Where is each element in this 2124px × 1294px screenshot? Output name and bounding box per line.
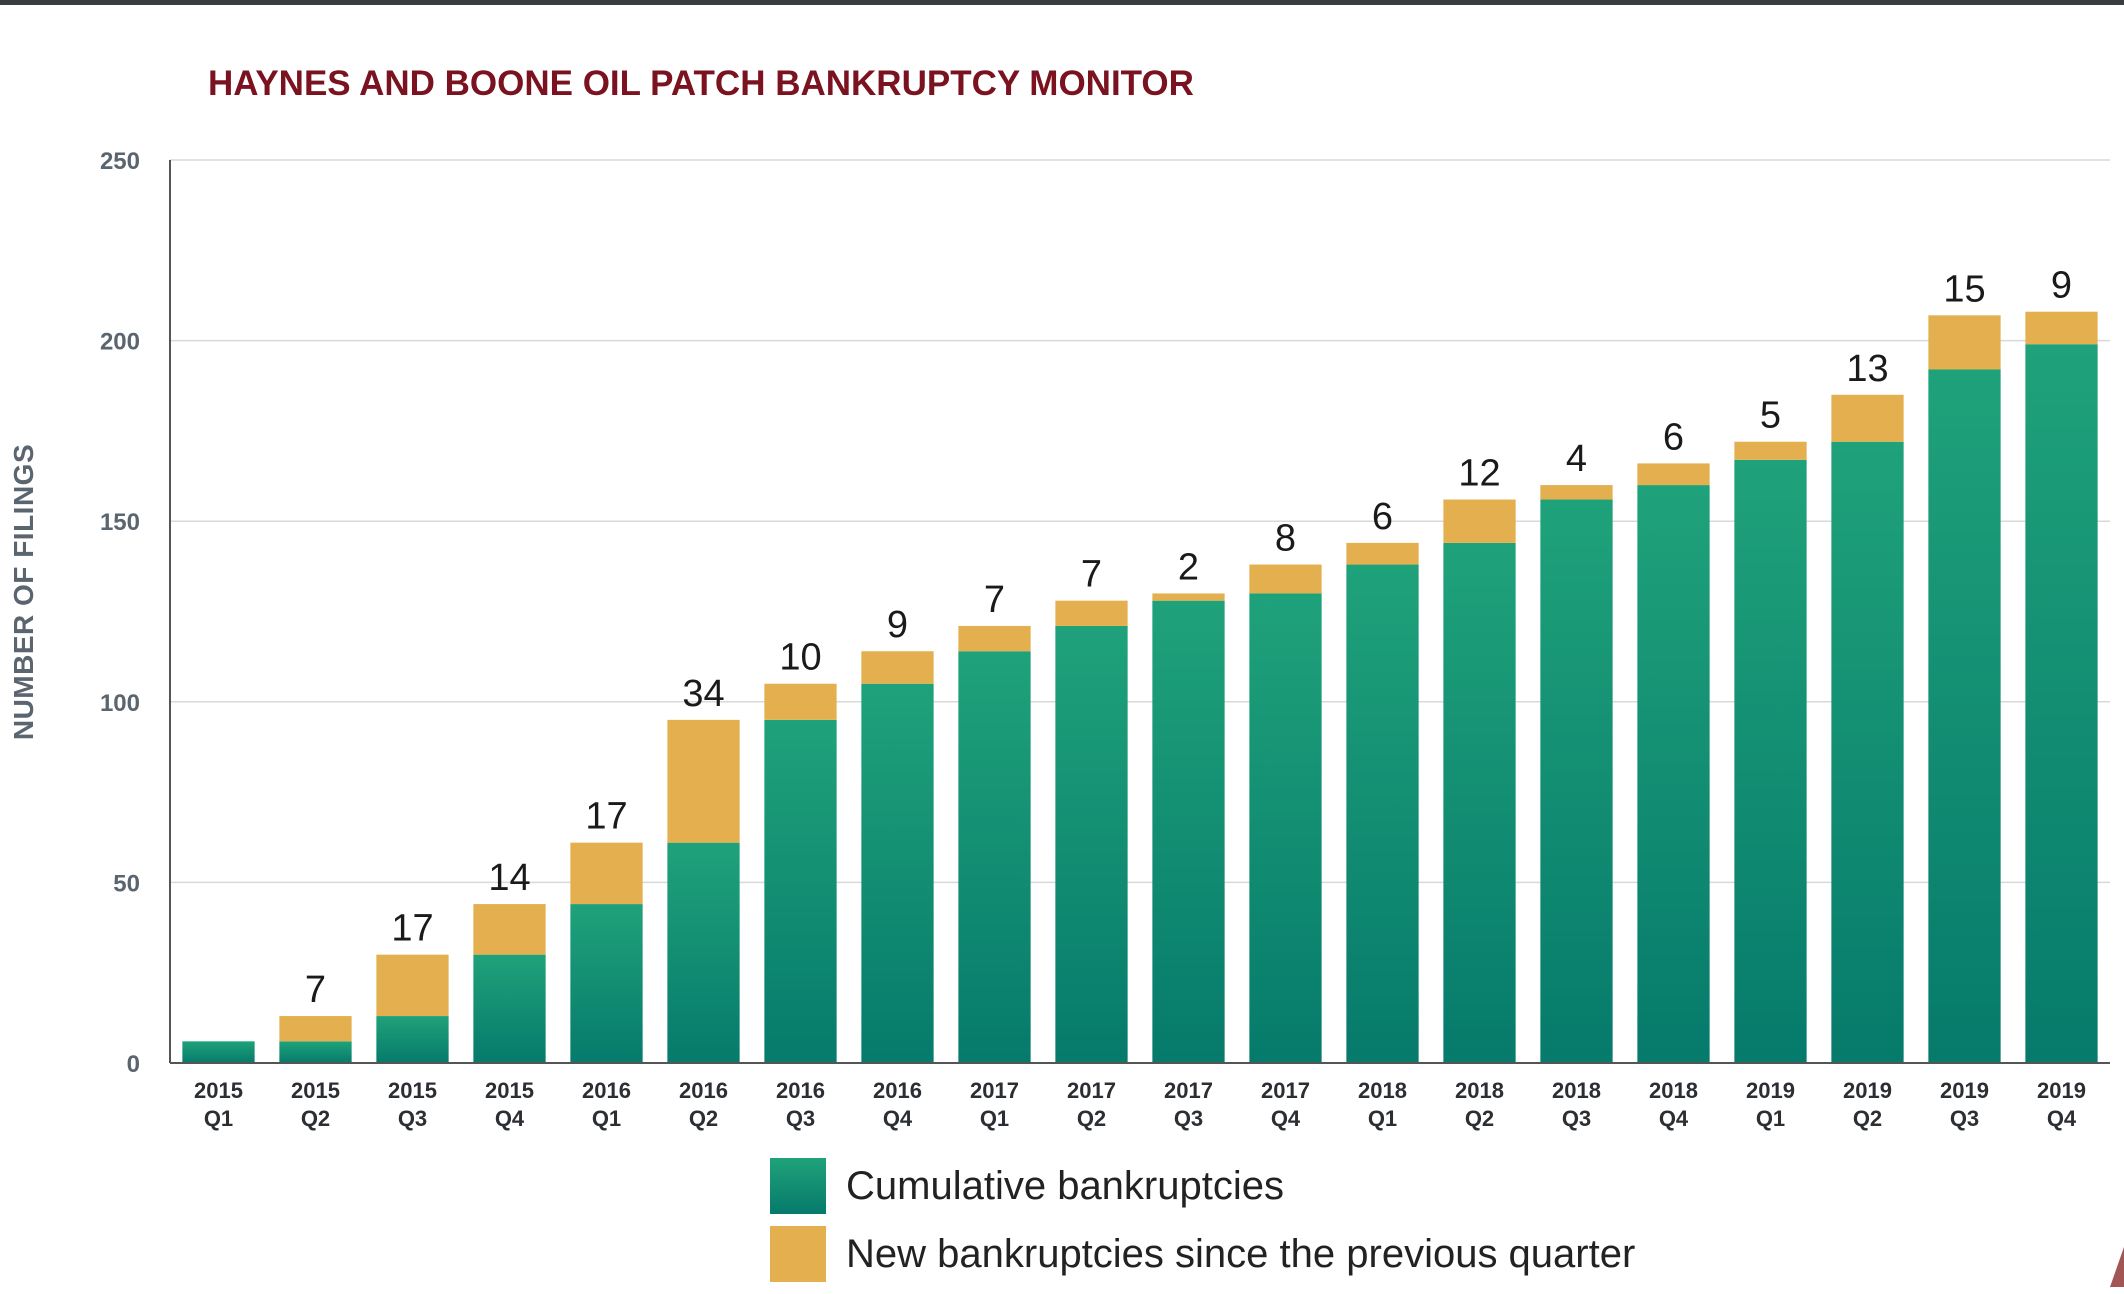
x-tick-label: 2017 Q2 bbox=[1067, 1078, 1116, 1131]
x-tick-label: 2015 Q3 bbox=[388, 1078, 437, 1131]
data-label: 7 bbox=[305, 969, 326, 1011]
x-tick-label: 2016 Q1 bbox=[582, 1078, 631, 1131]
data-label: 6 bbox=[1372, 496, 1393, 538]
x-tick-label: 2018 Q2 bbox=[1455, 1078, 1504, 1131]
data-label: 9 bbox=[2051, 265, 2072, 307]
legend-label-cumulative: Cumulative bankruptcies bbox=[846, 1163, 1284, 1208]
bar-cumulative bbox=[1734, 459, 1807, 1063]
x-tick-label: 2018 Q4 bbox=[1649, 1078, 1698, 1131]
x-tick-label: 2016 Q4 bbox=[873, 1078, 922, 1131]
bar-new bbox=[1831, 394, 1904, 442]
data-label: 4 bbox=[1566, 438, 1587, 480]
x-tick-label: 2018 Q1 bbox=[1358, 1078, 1407, 1131]
data-label: 15 bbox=[1943, 268, 1985, 310]
legend-item-cumulative: Cumulative bankruptcies bbox=[770, 1158, 1635, 1214]
x-tick-label: 2017 Q3 bbox=[1164, 1078, 1213, 1131]
bar-cumulative bbox=[473, 954, 546, 1063]
bar-new bbox=[861, 651, 934, 684]
data-labels: 7 17 14 17 34 10 9 7 7 2 8 6 12 4 6 5 13 15 9 bbox=[305, 265, 2072, 1011]
data-label: 7 bbox=[1081, 554, 1102, 596]
data-label: 9 bbox=[887, 604, 908, 646]
bar-new bbox=[1928, 315, 2001, 370]
bar-new bbox=[1734, 441, 1807, 460]
chart-title: HAYNES AND BOONE OIL PATCH BANKRUPTCY MO… bbox=[208, 64, 1194, 103]
bar-cumulative bbox=[958, 651, 1031, 1063]
bar-new bbox=[1637, 463, 1710, 486]
x-tick-label: 2018 Q3 bbox=[1552, 1078, 1601, 1131]
bar-cumulative bbox=[1152, 600, 1225, 1063]
bar-cumulative bbox=[279, 1041, 352, 1063]
x-tick-label: 2016 Q3 bbox=[776, 1078, 825, 1131]
bar-new bbox=[473, 904, 546, 955]
bar-cumulative bbox=[667, 842, 740, 1063]
y-tick-label: 200 bbox=[100, 329, 140, 356]
data-label: 12 bbox=[1458, 453, 1500, 495]
bar-new bbox=[570, 842, 643, 905]
y-tick-label: 250 bbox=[100, 148, 140, 175]
bar-cumulative bbox=[2025, 344, 2098, 1063]
bar-cumulative bbox=[1346, 564, 1419, 1063]
legend-label-new: New bankruptcies since the previous quar… bbox=[846, 1231, 1636, 1276]
y-tick-label: 0 bbox=[127, 1051, 140, 1078]
x-tick-label: 2019 Q3 bbox=[1940, 1078, 1989, 1131]
data-label: 6 bbox=[1663, 416, 1684, 458]
bar-new bbox=[1540, 485, 1613, 500]
x-tick-label: 2016 Q2 bbox=[679, 1078, 728, 1131]
corner-decoration bbox=[2110, 1247, 2124, 1287]
bar-cumulative bbox=[1831, 441, 1904, 1064]
legend-swatch-new bbox=[770, 1226, 826, 1282]
bar-new bbox=[2025, 311, 2098, 345]
x-tick-label: 2019 Q1 bbox=[1746, 1078, 1795, 1131]
bar-new bbox=[1152, 593, 1225, 601]
y-tick-label: 150 bbox=[100, 509, 140, 536]
data-label: 5 bbox=[1760, 395, 1781, 437]
data-label: 8 bbox=[1275, 518, 1296, 560]
axes: 0 50 100 150 200 250 2015 Q1 2015 Q2 2015 Q3 2015 Q4 2… bbox=[100, 148, 2110, 1131]
x-tick-label: 2015 Q4 bbox=[485, 1078, 534, 1131]
gridlines bbox=[170, 159, 2110, 884]
bar-new bbox=[667, 719, 740, 843]
bars bbox=[182, 311, 2098, 1064]
data-label: 7 bbox=[984, 579, 1005, 621]
data-label: 17 bbox=[391, 908, 433, 950]
x-tick-label: 2015 Q2 bbox=[291, 1078, 340, 1131]
x-tick-label: 2017 Q4 bbox=[1261, 1078, 1310, 1131]
x-tick-label: 2019 Q4 bbox=[2037, 1078, 2086, 1131]
bar-cumulative bbox=[376, 1016, 449, 1063]
bar-new bbox=[1249, 564, 1322, 594]
bar-new bbox=[376, 954, 449, 1017]
data-label: 13 bbox=[1846, 348, 1888, 390]
bar-cumulative bbox=[182, 1041, 255, 1063]
bar-cumulative bbox=[1540, 499, 1613, 1063]
legend-item-new: New bankruptcies since the previous quar… bbox=[770, 1226, 1635, 1282]
bar-cumulative bbox=[570, 904, 643, 1063]
bar-cumulative bbox=[1249, 593, 1322, 1063]
top-border bbox=[0, 0, 2124, 5]
bar-new bbox=[958, 625, 1031, 652]
data-label: 34 bbox=[682, 673, 724, 715]
bar-new bbox=[1346, 542, 1419, 565]
bar-cumulative bbox=[1443, 542, 1516, 1063]
legend-swatch-cumulative bbox=[770, 1158, 826, 1214]
x-tick-label: 2015 Q1 bbox=[194, 1078, 243, 1131]
bar-cumulative bbox=[861, 683, 934, 1063]
bar-new bbox=[1443, 499, 1516, 543]
bar-cumulative bbox=[1055, 625, 1128, 1063]
bar-cumulative bbox=[764, 719, 837, 1063]
y-tick-label: 50 bbox=[113, 870, 140, 897]
bar-new bbox=[1055, 600, 1128, 626]
data-label: 14 bbox=[488, 857, 530, 899]
x-tick-label: 2017 Q1 bbox=[970, 1078, 1019, 1131]
data-label: 2 bbox=[1178, 546, 1199, 588]
bar-cumulative bbox=[1637, 485, 1710, 1064]
bar-new bbox=[279, 1016, 352, 1042]
bar-new bbox=[764, 683, 837, 720]
data-label: 10 bbox=[779, 637, 821, 679]
legend: Cumulative bankruptcies New bankruptcies… bbox=[770, 1158, 1635, 1294]
data-label: 17 bbox=[585, 796, 627, 838]
bar-chart: 0 50 100 150 200 250 2015 Q1 2015 Q2 2015 Q3 2015 Q4 2… bbox=[100, 148, 2110, 1131]
y-tick-label: 100 bbox=[100, 690, 140, 717]
bar-cumulative bbox=[1928, 369, 2001, 1064]
x-tick-label: 2019 Q2 bbox=[1843, 1078, 1892, 1131]
